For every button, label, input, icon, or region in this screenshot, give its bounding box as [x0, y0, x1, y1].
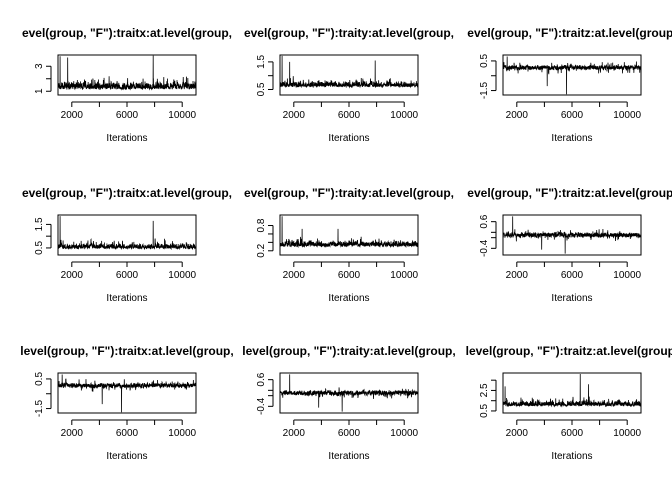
y-tick-label: 1	[34, 88, 45, 94]
x-tick-label: 2000	[506, 110, 529, 121]
x-axis-label: Iterations	[106, 293, 147, 304]
x-axis-label: Iterations	[328, 133, 369, 144]
trace-panel-7: level(group, "F"):traitx:at.level(group,…	[20, 344, 233, 462]
y-tick-label: 0.5	[256, 82, 267, 96]
x-axis-label: Iterations	[106, 451, 147, 462]
panel-title: evel(group, "F"):traitx:at.level(group,	[22, 186, 232, 200]
x-tick-label: 2000	[283, 110, 306, 121]
plot-frame	[279, 372, 419, 414]
plot-frame	[502, 54, 642, 96]
trace-line	[57, 374, 197, 413]
x-axis-label: Iterations	[551, 293, 592, 304]
plot-frame	[502, 214, 642, 256]
x-tick-label: 6000	[116, 270, 139, 281]
y-tick-label: -0.4	[479, 239, 490, 257]
x-tick-label: 10000	[168, 110, 196, 121]
plot-frame	[57, 214, 197, 256]
y-tick-label: 0.5	[34, 372, 45, 386]
x-tick-label: 6000	[338, 110, 361, 121]
x-tick-label: 2000	[283, 428, 306, 439]
y-tick-label: 3	[34, 63, 45, 69]
panel-title: level(group, "F"):traitx:at.level(group,	[20, 344, 233, 358]
y-tick-label: 0.5	[479, 54, 490, 68]
trace-line	[57, 55, 197, 91]
y-tick-label: -0.4	[256, 397, 267, 415]
plot-frame	[57, 54, 197, 96]
x-tick-label: 10000	[613, 270, 641, 281]
x-tick-label: 2000	[61, 110, 84, 121]
x-tick-label: 2000	[61, 270, 84, 281]
x-tick-label: 10000	[390, 428, 418, 439]
x-tick-label: 2000	[506, 428, 529, 439]
x-tick-label: 6000	[561, 110, 584, 121]
x-tick-label: 10000	[390, 270, 418, 281]
x-tick-label: 10000	[168, 428, 196, 439]
y-tick-label: 0.6	[256, 372, 267, 386]
x-tick-label: 10000	[613, 110, 641, 121]
trace-line	[279, 374, 419, 412]
trace-line	[279, 55, 419, 89]
trace-panel-5: evel(group, "F"):traity:at.level(group, I…	[244, 186, 454, 304]
trace-line	[502, 374, 642, 408]
trace-line	[57, 216, 197, 251]
x-tick-label: 6000	[116, 428, 139, 439]
plot-frame	[57, 372, 197, 414]
x-axis-label: Iterations	[551, 133, 592, 144]
plot-frame	[502, 372, 642, 414]
panel-title: evel(group, "F"):traity:at.level(group,	[244, 26, 454, 40]
x-tick-label: 10000	[168, 270, 196, 281]
y-tick-label: 0.8	[256, 218, 267, 232]
panel-title: evel(group, "F"):traity:at.level(group,	[244, 186, 454, 200]
x-tick-label: 6000	[338, 270, 361, 281]
x-axis-label: Iterations	[551, 451, 592, 462]
panel-title: evel(group, "F"):traitx:at.level(group,	[22, 26, 232, 40]
x-tick-label: 2000	[283, 270, 306, 281]
x-axis-label: Iterations	[328, 451, 369, 462]
y-tick-label: -1.5	[34, 400, 45, 418]
panel-title: level(group, "F"):traitz:at.level(group,	[466, 344, 672, 358]
panel-title: level(group, "F"):traity:at.level(group,	[242, 344, 455, 358]
x-tick-label: 2000	[61, 428, 84, 439]
trace-panel-8: level(group, "F"):traity:at.level(group,…	[242, 344, 455, 462]
x-tick-label: 2000	[506, 270, 529, 281]
y-tick-label: -1.5	[479, 82, 490, 100]
trace-line	[502, 56, 642, 95]
x-tick-label: 10000	[390, 110, 418, 121]
trace-panel-6: evel(group, "F"):traitz:at.level(group, I…	[467, 186, 672, 304]
panel-title: evel(group, "F"):traitz:at.level(group,	[467, 186, 672, 200]
plot-frame	[279, 214, 419, 256]
trace-panel-1: evel(group, "F"):traitx:at.level(group, I…	[22, 26, 232, 144]
y-tick-label: 2.5	[479, 383, 490, 397]
y-tick-label: 0.6	[479, 214, 490, 228]
x-axis-label: Iterations	[106, 133, 147, 144]
plot-frame	[279, 54, 419, 96]
trace-line	[279, 216, 419, 249]
x-tick-label: 6000	[116, 110, 139, 121]
trace-panel-9: level(group, "F"):traitz:at.level(group,…	[466, 344, 672, 462]
trace-panel-3: evel(group, "F"):traitz:at.level(group, I…	[467, 26, 672, 144]
y-tick-label: 0.2	[256, 243, 267, 257]
y-tick-label: 1.5	[256, 55, 267, 69]
x-tick-label: 6000	[561, 270, 584, 281]
y-tick-label: 0.5	[34, 241, 45, 255]
y-tick-label: 1.5	[34, 217, 45, 231]
trace-panel-4: evel(group, "F"):traitx:at.level(group, I…	[22, 186, 232, 304]
trace-panel-2: evel(group, "F"):traity:at.level(group, I…	[244, 26, 454, 144]
panel-title: evel(group, "F"):traitz:at.level(group,	[467, 26, 672, 40]
x-tick-label: 10000	[613, 428, 641, 439]
x-tick-label: 6000	[561, 428, 584, 439]
x-tick-label: 6000	[338, 428, 361, 439]
y-tick-label: 0.5	[479, 404, 490, 418]
trace-line	[502, 216, 642, 254]
x-axis-label: Iterations	[328, 293, 369, 304]
